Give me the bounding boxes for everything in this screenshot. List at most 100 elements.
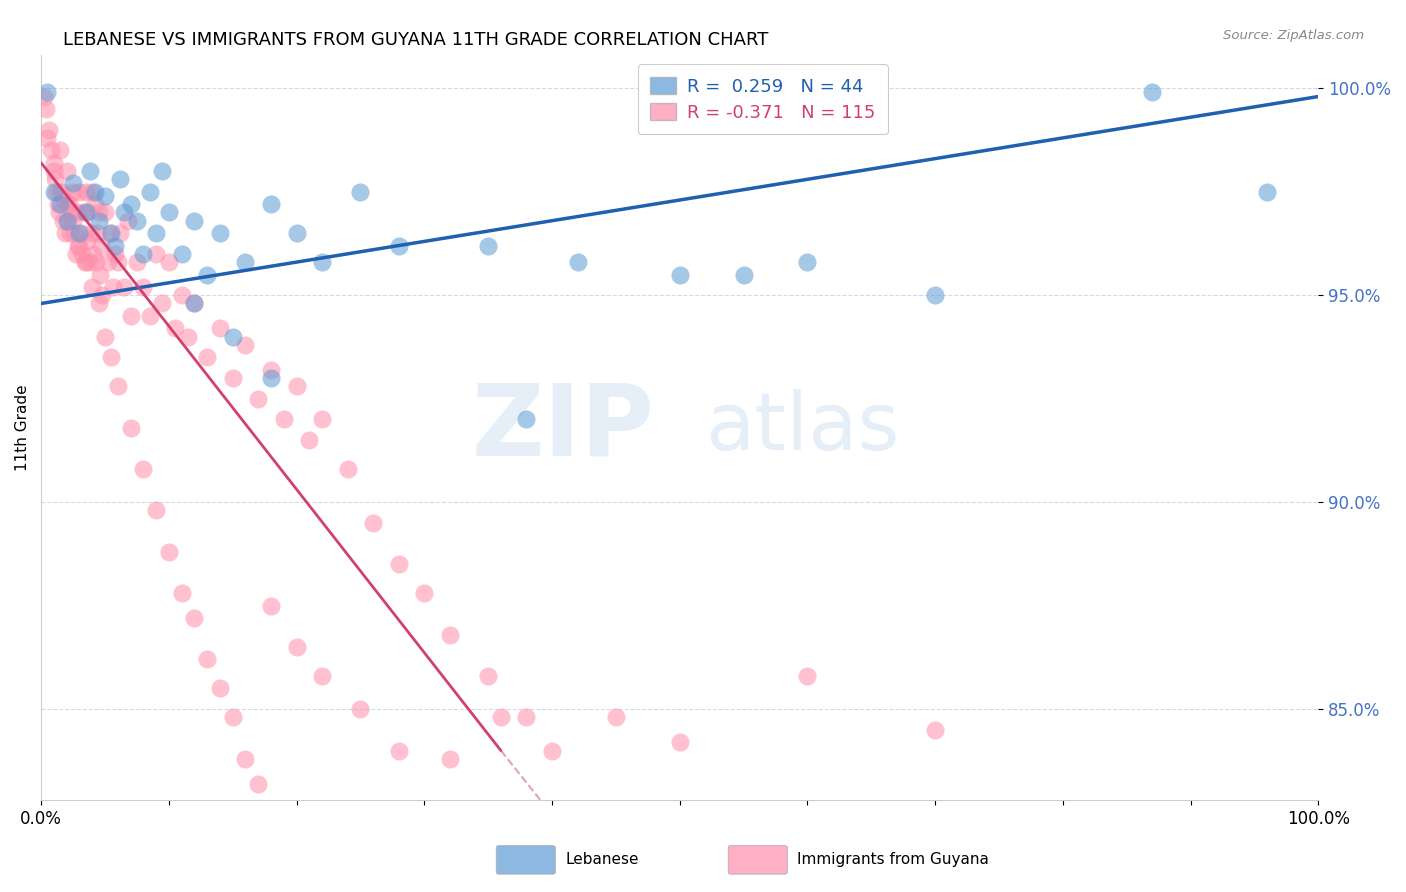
Point xyxy=(177,329,200,343)
Point xyxy=(247,777,270,791)
Point xyxy=(235,338,257,352)
Point xyxy=(75,185,97,199)
Point xyxy=(90,238,112,252)
Point xyxy=(138,185,160,199)
Point xyxy=(48,205,70,219)
Point xyxy=(89,268,111,282)
Point xyxy=(86,226,108,240)
Point xyxy=(49,144,72,158)
Point xyxy=(55,197,77,211)
Point xyxy=(87,205,110,219)
Point xyxy=(55,164,77,178)
Point xyxy=(42,164,65,178)
Point xyxy=(349,185,371,199)
Point xyxy=(100,351,122,365)
Point xyxy=(37,86,59,100)
Point xyxy=(38,122,60,136)
Point xyxy=(79,164,101,178)
Point xyxy=(311,412,333,426)
Point xyxy=(235,255,257,269)
Point xyxy=(94,329,117,343)
Point xyxy=(117,213,139,227)
Point xyxy=(235,752,257,766)
Point xyxy=(100,226,122,240)
Text: Lebanese: Lebanese xyxy=(565,853,638,867)
Point xyxy=(91,288,114,302)
Point xyxy=(110,226,132,240)
Point xyxy=(285,640,308,654)
Point xyxy=(273,412,295,426)
Point xyxy=(67,238,90,252)
Point xyxy=(924,288,946,302)
Point xyxy=(52,213,75,227)
Point xyxy=(49,185,72,199)
Point xyxy=(477,238,499,252)
Point xyxy=(75,255,97,269)
Point xyxy=(132,462,155,476)
Point xyxy=(541,743,564,757)
Point xyxy=(388,238,411,252)
Point xyxy=(285,379,308,393)
Point xyxy=(73,255,96,269)
Point xyxy=(87,213,110,227)
Point xyxy=(83,185,105,199)
Point xyxy=(51,185,73,199)
Point xyxy=(170,288,193,302)
Point xyxy=(82,185,104,199)
Point xyxy=(183,296,205,310)
Point xyxy=(152,164,174,178)
Point xyxy=(195,268,218,282)
Point xyxy=(796,669,818,683)
Point xyxy=(62,177,84,191)
Point xyxy=(361,516,384,530)
Point xyxy=(132,247,155,261)
Point xyxy=(120,420,142,434)
Point xyxy=(183,213,205,227)
Point xyxy=(260,362,283,376)
Point xyxy=(82,247,104,261)
Point xyxy=(101,280,124,294)
Point xyxy=(221,710,243,724)
Point xyxy=(107,255,129,269)
Text: ZIP: ZIP xyxy=(471,379,654,476)
Point xyxy=(69,226,91,240)
Text: Source: ZipAtlas.com: Source: ZipAtlas.com xyxy=(1223,29,1364,42)
Point xyxy=(53,193,76,207)
Point xyxy=(208,226,231,240)
Point xyxy=(107,379,129,393)
Point xyxy=(170,247,193,261)
Point xyxy=(796,255,818,269)
Point xyxy=(84,255,107,269)
Point xyxy=(82,280,104,294)
Point xyxy=(98,226,121,240)
Point xyxy=(388,743,411,757)
Point xyxy=(55,213,77,227)
Point xyxy=(145,226,167,240)
Point xyxy=(125,255,148,269)
Text: atlas: atlas xyxy=(706,389,900,467)
Point xyxy=(49,197,72,211)
Point xyxy=(77,205,100,219)
Point xyxy=(76,235,98,249)
Point xyxy=(285,226,308,240)
Point xyxy=(247,392,270,406)
Point xyxy=(46,197,69,211)
Point xyxy=(1142,86,1164,100)
Point xyxy=(260,371,283,385)
Point xyxy=(183,296,205,310)
Point xyxy=(70,247,93,261)
Point xyxy=(110,172,132,186)
Point xyxy=(165,321,187,335)
Point xyxy=(349,702,371,716)
Point xyxy=(439,627,461,641)
Point xyxy=(515,412,537,426)
Y-axis label: 11th Grade: 11th Grade xyxy=(15,384,30,471)
Point xyxy=(260,599,283,613)
Point xyxy=(87,296,110,310)
Point xyxy=(157,255,180,269)
Point xyxy=(120,197,142,211)
Point xyxy=(112,280,135,294)
Point xyxy=(413,586,436,600)
Point xyxy=(183,611,205,625)
Point xyxy=(62,213,84,227)
